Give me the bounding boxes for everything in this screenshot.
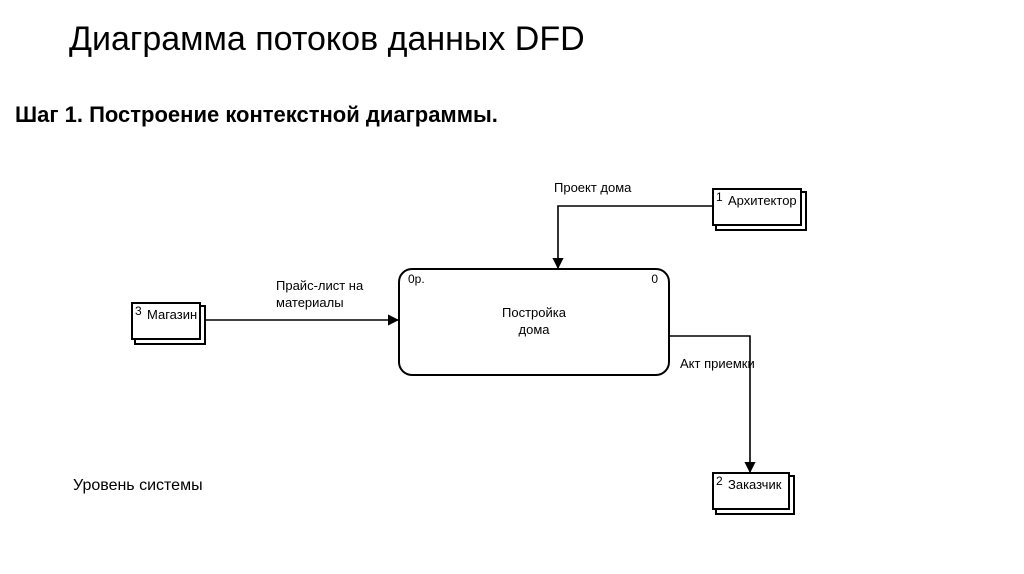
entity-customer: 2Заказчик [712, 472, 790, 510]
entity-shop: 3Магазин [131, 302, 201, 340]
process-label-line1: Постройка [502, 305, 566, 320]
process-label: Постройка дома [400, 305, 668, 339]
entity-label: Магазин [139, 306, 193, 324]
edge [558, 206, 712, 268]
process-id-right: 0 [651, 272, 658, 286]
process-id-left: 0р. [408, 272, 425, 286]
entity-label: Заказчик [720, 476, 782, 494]
process-box: 0р. 0 Постройка дома [398, 268, 670, 376]
flow-label-price: Прайс-лист наматериалы [276, 278, 396, 312]
flow-label-act: Акт приемки [680, 356, 800, 373]
entity-number: 3 [135, 304, 142, 320]
entity-number: 2 [716, 474, 723, 490]
entity-architect: 1Архитектор [712, 188, 802, 226]
entity-label: Архитектор [720, 192, 794, 210]
entity-number: 1 [716, 190, 723, 206]
page-title: Диаграмма потоков данных DFD [69, 20, 585, 59]
step-subtitle: Шаг 1. Построение контекстной диаграммы. [15, 102, 498, 128]
system-level-caption: Уровень системы [73, 477, 203, 495]
flow-label-project: Проект дома [554, 180, 694, 197]
process-label-line2: дома [519, 322, 550, 337]
